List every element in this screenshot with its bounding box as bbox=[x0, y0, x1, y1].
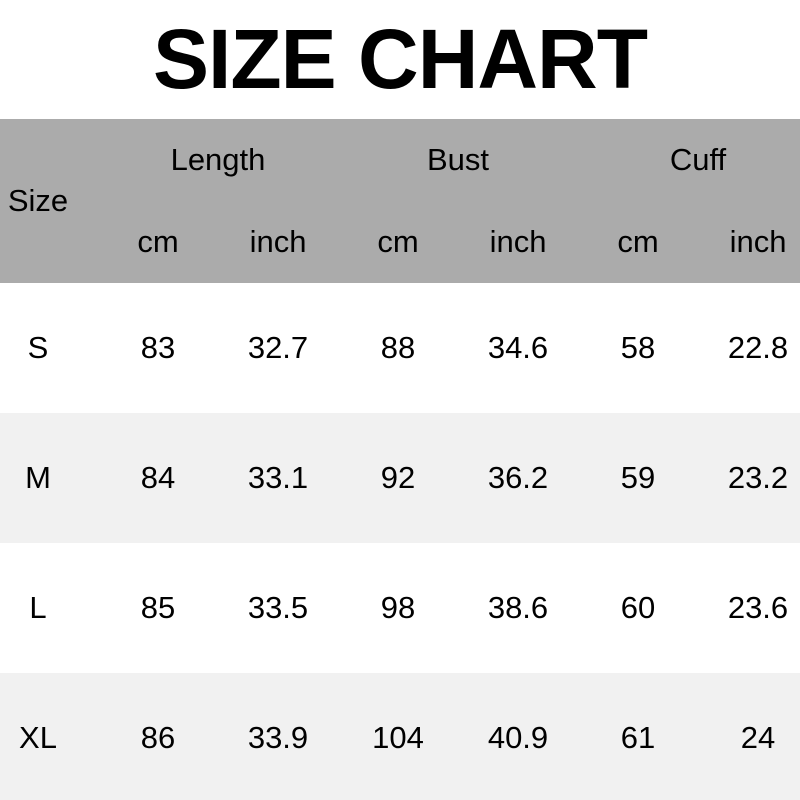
bust-inch-value: 36.2 bbox=[487, 460, 549, 495]
bust-cm-value: 88 bbox=[380, 330, 416, 365]
size-label: M bbox=[25, 460, 51, 495]
bust-cm-value: 98 bbox=[380, 590, 416, 625]
cuff-inch-value: 22.8 bbox=[727, 330, 789, 365]
column-group-length: Length bbox=[170, 142, 266, 177]
length-inch-value: 33.1 bbox=[247, 460, 309, 495]
cuff-cm-value: 58 bbox=[620, 330, 656, 365]
title-bar: SIZE CHART bbox=[0, 0, 800, 119]
length-cm-value: 86 bbox=[140, 720, 176, 755]
page-title: SIZE CHART bbox=[153, 12, 648, 106]
table-row-m: M 84 33.1 92 36.2 59 23.2 bbox=[0, 413, 800, 543]
length-inch-value: 32.7 bbox=[247, 330, 309, 365]
bust-inch-value: 40.9 bbox=[487, 720, 549, 755]
column-group-cuff: Cuff bbox=[669, 142, 727, 177]
length-inch-value: 33.5 bbox=[247, 590, 309, 625]
table-row-l: L 85 33.5 98 38.6 60 23.6 bbox=[0, 543, 800, 673]
bust-cm-value: 92 bbox=[380, 460, 416, 495]
length-inch-value: 33.9 bbox=[247, 720, 309, 755]
column-header-size: Size bbox=[7, 183, 69, 218]
size-label: XL bbox=[19, 720, 57, 755]
cuff-cm-value: 59 bbox=[620, 460, 656, 495]
table-header: Size Length Bust Cuff cm inch cm inch cm… bbox=[0, 119, 800, 283]
column-header-bust-cm: cm bbox=[377, 224, 419, 259]
column-header-length-cm: cm bbox=[137, 224, 179, 259]
column-group-bust: Bust bbox=[426, 142, 490, 177]
length-cm-value: 83 bbox=[140, 330, 176, 365]
bust-inch-value: 38.6 bbox=[487, 590, 549, 625]
length-cm-value: 85 bbox=[140, 590, 176, 625]
column-header-cuff-inch: inch bbox=[729, 224, 787, 259]
cuff-cm-value: 61 bbox=[620, 720, 656, 755]
size-label: L bbox=[29, 590, 47, 625]
table-row-xl: XL 86 33.9 104 40.9 61 24 bbox=[0, 673, 800, 800]
size-label: S bbox=[27, 330, 49, 365]
table-row-s: S 83 32.7 88 34.6 58 22.8 bbox=[0, 283, 800, 413]
column-header-cuff-cm: cm bbox=[617, 224, 659, 259]
cuff-inch-value: 23.6 bbox=[727, 590, 789, 625]
cuff-inch-value: 23.2 bbox=[727, 460, 789, 495]
column-header-length-inch: inch bbox=[249, 224, 307, 259]
column-header-bust-inch: inch bbox=[489, 224, 547, 259]
cuff-inch-value: 24 bbox=[740, 720, 776, 755]
bust-cm-value: 104 bbox=[372, 720, 424, 755]
cuff-cm-value: 60 bbox=[620, 590, 656, 625]
bust-inch-value: 34.6 bbox=[487, 330, 549, 365]
length-cm-value: 84 bbox=[140, 460, 176, 495]
